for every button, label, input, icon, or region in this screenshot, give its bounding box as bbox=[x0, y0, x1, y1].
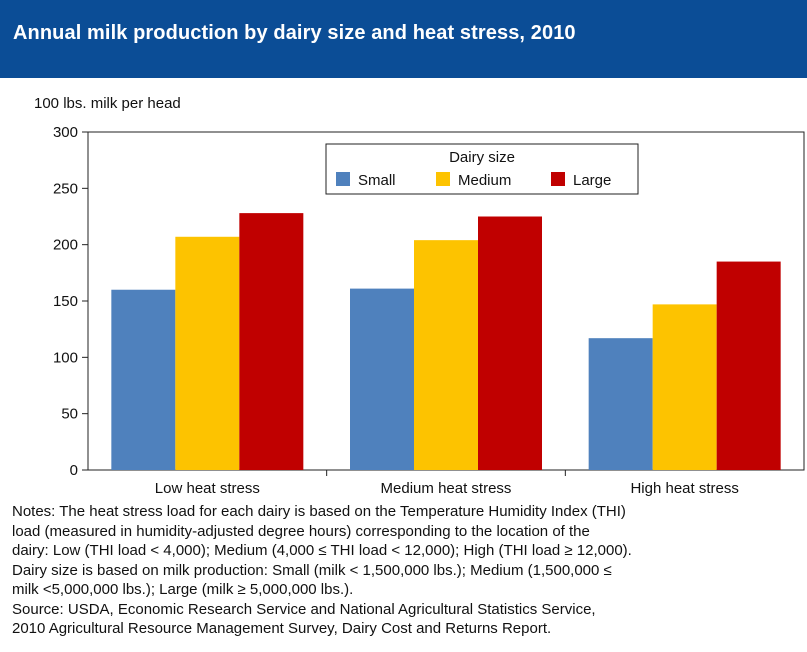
bar-large bbox=[478, 216, 542, 470]
legend-label: Small bbox=[358, 172, 396, 189]
bar-medium bbox=[414, 240, 478, 470]
y-tick-label: 200 bbox=[53, 237, 78, 254]
y-tick-label: 250 bbox=[53, 180, 78, 197]
notes-line: dairy: Low (THI load < 4,000); Medium (4… bbox=[12, 542, 632, 559]
title-bar: Annual milk production by dairy size and… bbox=[0, 0, 807, 78]
legend-swatch-small bbox=[336, 172, 350, 186]
y-tick-label: 0 bbox=[70, 462, 78, 479]
y-axis-label: 100 lbs. milk per head bbox=[34, 95, 181, 112]
bar-large bbox=[716, 261, 781, 470]
legend-label: Medium bbox=[458, 172, 511, 189]
notes-line: Notes: The heat stress load for each dai… bbox=[12, 503, 626, 520]
y-tick-label: 300 bbox=[53, 124, 78, 141]
legend-label: Large bbox=[573, 172, 611, 189]
bar-medium bbox=[175, 236, 240, 470]
notes: Notes: The heat stress load for each dai… bbox=[12, 502, 807, 639]
y-tick-label: 50 bbox=[61, 406, 78, 423]
legend: Dairy size Small Medium Large bbox=[325, 143, 639, 195]
legend-swatch-medium bbox=[436, 172, 450, 186]
source-line: Source: USDA, Economic Research Service … bbox=[12, 600, 596, 618]
legend-title: Dairy size bbox=[449, 149, 515, 166]
source-line: 2010 Agricultural Resource Management Su… bbox=[12, 620, 552, 637]
chart: 100 lbs. milk per head 0 50 100 150 200 250 30… bbox=[34, 95, 805, 497]
bar-small bbox=[588, 338, 653, 470]
y-tick-label: 150 bbox=[53, 293, 78, 310]
bar-small bbox=[350, 288, 414, 470]
notes-line: milk <5,000,000 lbs.); Large (milk ≥ 5,0… bbox=[12, 581, 354, 598]
notes-line: load (measured in humidity-adjusted degr… bbox=[12, 522, 590, 540]
legend-swatch-large bbox=[551, 172, 565, 186]
legend-box bbox=[325, 143, 639, 195]
x-tick-label: High heat stress bbox=[630, 480, 738, 497]
plot-area: 0 50 100 150 200 250 300 Low heat stress Medium … bbox=[53, 124, 805, 497]
bar-large bbox=[239, 213, 304, 470]
notes-line: Dairy size is based on milk production: … bbox=[12, 561, 612, 579]
y-tick-label: 100 bbox=[53, 349, 78, 366]
chart-title: Annual milk production by dairy size and… bbox=[13, 22, 576, 44]
x-tick-label: Medium heat stress bbox=[381, 480, 512, 497]
bar-small bbox=[111, 289, 176, 470]
x-tick-label: Low heat stress bbox=[155, 480, 260, 497]
bar-medium bbox=[652, 304, 717, 470]
